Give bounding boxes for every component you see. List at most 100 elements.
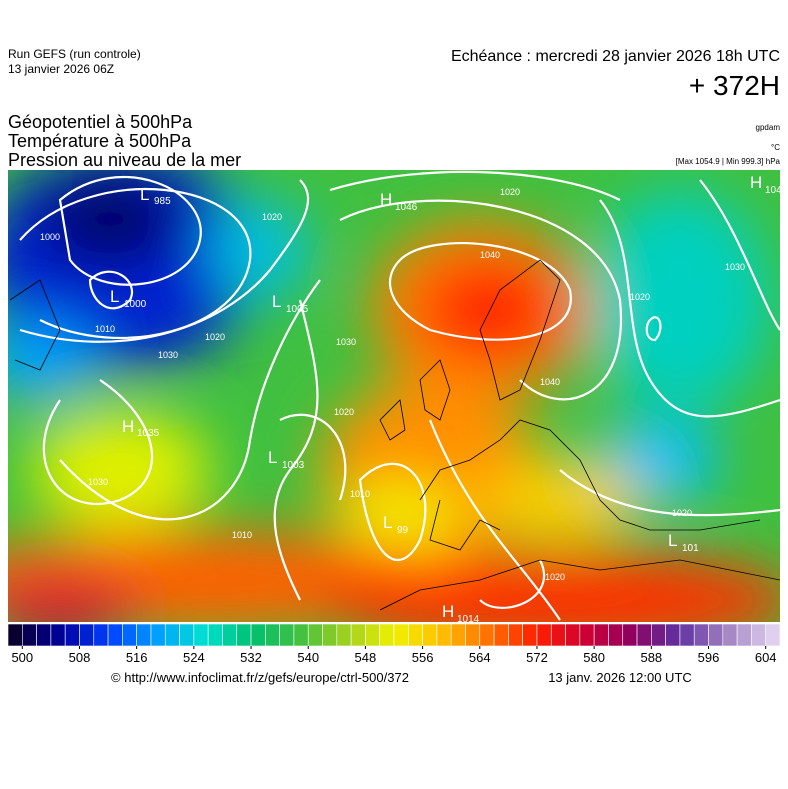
colorbar-swatch bbox=[93, 623, 109, 647]
isobar-label: 1020 bbox=[334, 407, 354, 417]
colorbar-tick-label: 564 bbox=[469, 650, 491, 665]
colorbar-swatch bbox=[508, 623, 523, 647]
pressure-center-letter: L bbox=[668, 531, 677, 550]
colorbar-swatch bbox=[736, 623, 752, 647]
colorbar-swatch bbox=[608, 623, 624, 647]
colorbar-swatch bbox=[593, 623, 609, 647]
colorbar-tick-label: 516 bbox=[126, 650, 148, 665]
pressure-center-letter: L bbox=[383, 513, 392, 532]
pressure-center-letter: L bbox=[110, 287, 119, 306]
colorbar-swatch bbox=[665, 623, 681, 647]
colorbar-swatch bbox=[479, 623, 495, 647]
isobar-label: 1030 bbox=[336, 337, 356, 347]
colorbar-swatch bbox=[651, 623, 666, 647]
colorbar-swatch bbox=[565, 623, 581, 647]
lead-time: + 372H bbox=[689, 70, 780, 101]
isobar-label: 1020 bbox=[500, 187, 520, 197]
colorbar-swatch bbox=[150, 623, 166, 647]
isobar-label: 1020 bbox=[545, 572, 565, 582]
extremes-label: [Max 1054.9 | Min 999.3] hPa bbox=[676, 157, 781, 166]
pressure-center-value: 1000 bbox=[124, 299, 147, 310]
unit-label: gpdam bbox=[756, 123, 781, 132]
isobar-label: 1010 bbox=[350, 489, 370, 499]
colorbar-swatch bbox=[679, 623, 695, 647]
colorbar-swatch bbox=[550, 623, 566, 647]
pressure-center-value: 104 bbox=[765, 185, 782, 196]
isobar-label: 1030 bbox=[725, 262, 745, 272]
colorbar-swatch bbox=[164, 623, 180, 647]
isobar-label: 1020 bbox=[630, 292, 650, 302]
issue-date: 13 janv. 2026 12:00 UTC bbox=[548, 670, 692, 685]
pressure-center-letter: L bbox=[140, 185, 149, 204]
source-url: © http://www.infoclimat.fr/z/gefs/europe… bbox=[111, 670, 409, 685]
colorbar-swatch bbox=[107, 623, 123, 647]
isobar-label: 1000 bbox=[40, 232, 60, 242]
pressure-center-letter: H bbox=[122, 417, 134, 436]
field-name: Température à 500hPa bbox=[8, 131, 192, 151]
colorbar-swatch bbox=[379, 623, 395, 647]
colorbar-swatch bbox=[579, 623, 595, 647]
colorbar-swatch bbox=[64, 623, 80, 647]
isobar-label: 1030 bbox=[88, 477, 108, 487]
colorbar-swatch bbox=[493, 623, 509, 647]
colorbar-swatch bbox=[79, 623, 95, 647]
colorbar-swatch bbox=[279, 623, 295, 647]
colorbar-swatch bbox=[136, 623, 152, 647]
colorbar-swatch bbox=[722, 623, 738, 647]
colorbar-swatch bbox=[307, 623, 323, 647]
colorbar-swatch bbox=[222, 623, 238, 647]
colorbar-tick-label: 556 bbox=[412, 650, 434, 665]
field-name: Pression au niveau de la mer bbox=[8, 150, 241, 170]
pressure-center-value: 1046 bbox=[395, 202, 418, 213]
pressure-center-value: 1035 bbox=[137, 428, 160, 439]
colorbar-tick-label: 572 bbox=[526, 650, 548, 665]
isobar-label: 1020 bbox=[205, 332, 225, 342]
isobar-label: 1030 bbox=[158, 350, 178, 360]
pressure-center-letter: H bbox=[380, 190, 392, 209]
isobar-label: 1020 bbox=[672, 508, 692, 518]
colorbar-swatch bbox=[350, 623, 366, 647]
colorbar-swatch bbox=[765, 623, 781, 647]
pressure-center-letter: H bbox=[750, 173, 762, 192]
colorbar-tick-label: 508 bbox=[69, 650, 91, 665]
pressure-center-letter: L bbox=[268, 448, 277, 467]
pressure-center-value: 1005 bbox=[286, 304, 309, 315]
colorbar-swatch bbox=[693, 623, 709, 647]
pressure-center-value: 101 bbox=[682, 543, 699, 554]
colorbar-swatch bbox=[751, 623, 767, 647]
colorbar-tick-label: 540 bbox=[297, 650, 319, 665]
pressure-center-letter: L bbox=[272, 292, 281, 311]
colorbar-tick-label: 500 bbox=[11, 650, 33, 665]
colorbar-tick-label: 604 bbox=[755, 650, 777, 665]
pressure-center-value: 1003 bbox=[282, 460, 305, 471]
colorbar-tick-label: 548 bbox=[355, 650, 377, 665]
colorbar-swatch bbox=[179, 623, 195, 647]
colorbar-swatch bbox=[265, 623, 280, 647]
isobar-label: 1040 bbox=[480, 250, 500, 260]
colorbar-swatch bbox=[365, 623, 381, 647]
pressure-center-value: 985 bbox=[154, 196, 171, 207]
colorbar-swatch bbox=[536, 623, 552, 647]
colorbar-swatch bbox=[236, 623, 252, 647]
field-name: Géopotentiel à 500hPa bbox=[8, 112, 193, 132]
isobar-label: 1020 bbox=[262, 212, 282, 222]
run-label: Run GEFS (run controle) bbox=[8, 47, 141, 61]
run-date: 13 janvier 2026 06Z bbox=[8, 62, 114, 76]
valid-time: Echéance : mercredi 28 janvier 2026 18h … bbox=[451, 48, 780, 65]
colorbar-swatch bbox=[336, 623, 352, 647]
colorbar-swatch bbox=[250, 623, 266, 647]
colorbar-swatch bbox=[393, 623, 409, 647]
colorbar-swatch bbox=[450, 623, 466, 647]
colorbar-tick-label: 580 bbox=[583, 650, 605, 665]
colorbar-swatch bbox=[465, 623, 481, 647]
colorbar-swatch bbox=[193, 623, 209, 647]
pressure-center-value: 1014 bbox=[457, 614, 480, 625]
colorbar-swatch bbox=[636, 623, 652, 647]
colorbar-swatch bbox=[322, 623, 338, 647]
colorbar-swatch bbox=[622, 623, 638, 647]
colorbar-swatch bbox=[293, 623, 309, 647]
colorbar-swatch bbox=[7, 623, 23, 647]
colorbar-swatch bbox=[708, 623, 724, 647]
colorbar-swatch bbox=[422, 623, 438, 647]
